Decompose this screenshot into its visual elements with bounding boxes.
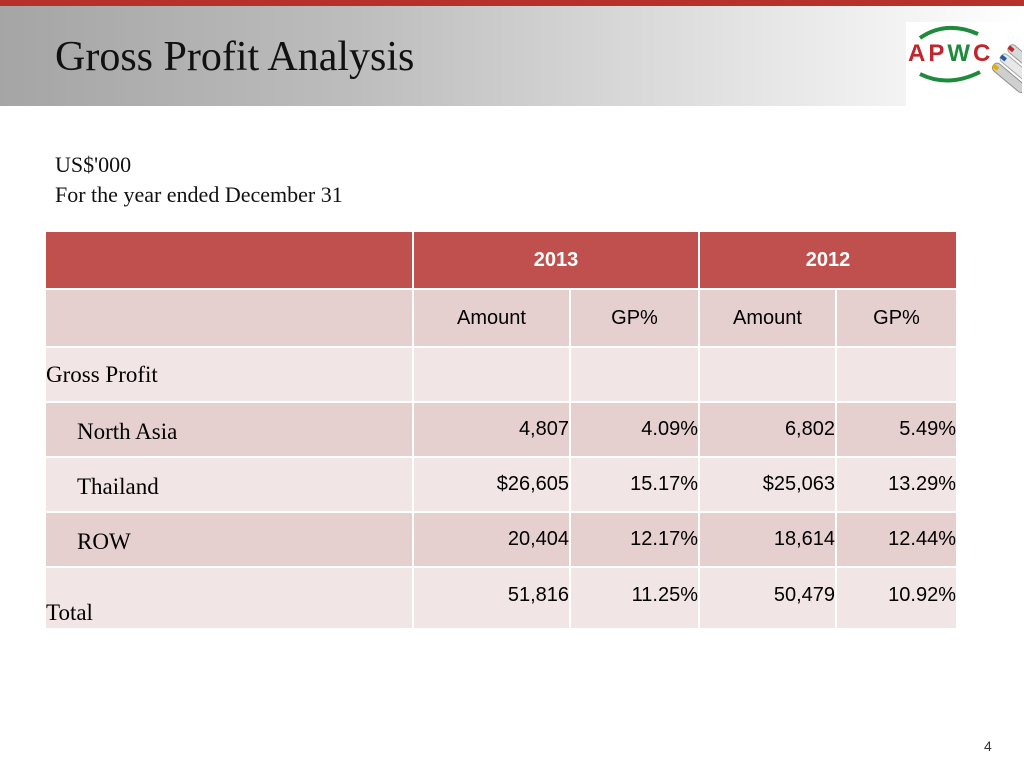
amount-2012: $25,063 bbox=[698, 456, 837, 513]
row-label: North Asia bbox=[44, 401, 414, 458]
empty-cell bbox=[698, 346, 837, 403]
title-banner: Gross Profit Analysis bbox=[0, 6, 1024, 106]
year-header-row: 2013 2012 bbox=[44, 230, 958, 290]
gp-2012: 5.49% bbox=[835, 401, 958, 458]
slide-title: Gross Profit Analysis bbox=[55, 34, 415, 80]
total-amount-2012: 50,479 bbox=[698, 566, 837, 630]
top-accent-bar bbox=[0, 0, 1024, 6]
currency-note: US$'000 bbox=[55, 152, 132, 177]
logo-wordmark: APWC bbox=[908, 40, 994, 67]
section-row: Gross Profit bbox=[44, 346, 958, 403]
subtitle-block: US$'000 For the year ended December 31 bbox=[55, 150, 343, 210]
col-gp-2012: GP% bbox=[835, 288, 958, 348]
table-row: ROW 20,404 12.17% 18,614 12.44% bbox=[44, 511, 958, 568]
amount-2013: 20,404 bbox=[412, 511, 571, 568]
row-label: ROW bbox=[44, 511, 414, 568]
total-gp-2013: 11.25% bbox=[569, 566, 700, 630]
logo-cable-icon bbox=[918, 26, 1022, 93]
empty-cell bbox=[835, 346, 958, 403]
amount-2013: 4,807 bbox=[412, 401, 571, 458]
gp-2012: 13.29% bbox=[835, 456, 958, 513]
total-row: Total 51,816 11.25% 50,479 10.92% bbox=[44, 566, 958, 630]
apwc-logo: APWC bbox=[906, 22, 1022, 108]
year-header-2013: 2013 bbox=[412, 230, 700, 290]
gross-profit-table: 2013 2012 Amount GP% Amount GP% Gross Pr… bbox=[44, 230, 958, 630]
total-gp-2012: 10.92% bbox=[835, 566, 958, 630]
period-note: For the year ended December 31 bbox=[55, 182, 343, 207]
amount-2012: 6,802 bbox=[698, 401, 837, 458]
section-label: Gross Profit bbox=[44, 346, 414, 403]
amount-2013: $26,605 bbox=[412, 456, 571, 513]
gp-2013: 15.17% bbox=[569, 456, 700, 513]
total-amount-2013: 51,816 bbox=[412, 566, 571, 630]
header-blank-cell bbox=[44, 230, 414, 290]
amount-2012: 18,614 bbox=[698, 511, 837, 568]
table-row: North Asia 4,807 4.09% 6,802 5.49% bbox=[44, 401, 958, 458]
empty-cell bbox=[412, 346, 571, 403]
col-amount-2012: Amount bbox=[698, 288, 837, 348]
gp-2012: 12.44% bbox=[835, 511, 958, 568]
total-label: Total bbox=[44, 566, 414, 630]
gp-2013: 12.17% bbox=[569, 511, 700, 568]
empty-cell bbox=[569, 346, 700, 403]
gp-2013: 4.09% bbox=[569, 401, 700, 458]
col-gp-2013: GP% bbox=[569, 288, 700, 348]
row-label: Thailand bbox=[44, 456, 414, 513]
table-row: Thailand $26,605 15.17% $25,063 13.29% bbox=[44, 456, 958, 513]
column-header-row: Amount GP% Amount GP% bbox=[44, 288, 958, 348]
col-amount-2013: Amount bbox=[412, 288, 571, 348]
year-header-2012: 2012 bbox=[698, 230, 958, 290]
page-number: 4 bbox=[984, 738, 992, 754]
subheader-blank-cell bbox=[44, 288, 414, 348]
